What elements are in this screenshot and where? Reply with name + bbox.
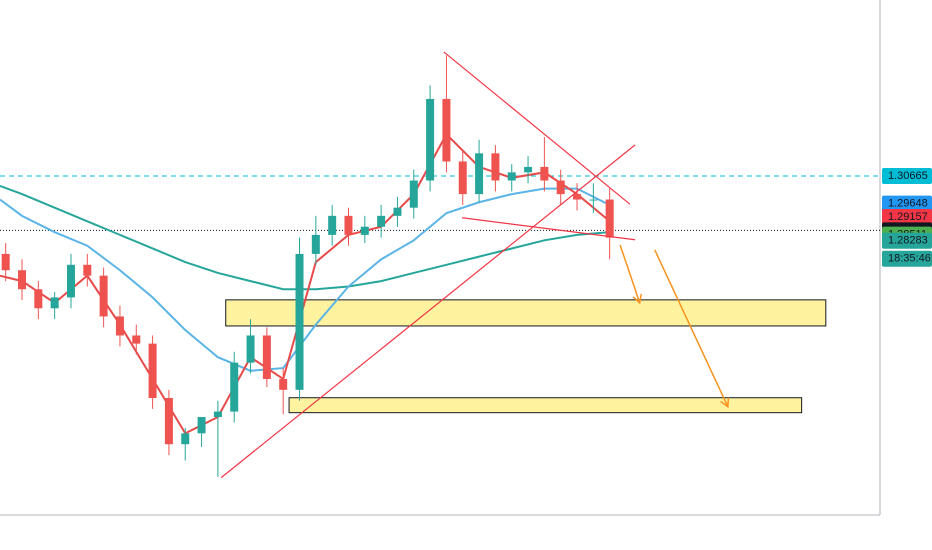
candle-body: [164, 397, 173, 445]
candle-body: [132, 335, 141, 344]
candle-body: [1, 253, 10, 271]
arrow-head: [632, 293, 643, 305]
price-label: 1.29648: [888, 198, 928, 210]
candle-body: [377, 215, 386, 227]
candle-body: [344, 215, 353, 235]
candle-body: [475, 153, 484, 195]
candle-body: [556, 180, 565, 195]
candle-body: [540, 166, 549, 181]
candle-body: [605, 199, 614, 238]
candle-body: [99, 275, 108, 317]
candle-body: [458, 161, 467, 195]
candle-body: [34, 289, 43, 309]
candle-body: [50, 297, 59, 309]
candle-body: [18, 270, 27, 290]
candle-body: [409, 180, 418, 208]
candle-body: [181, 433, 190, 445]
candle-body: [524, 166, 533, 173]
countdown: 18:35:46: [888, 253, 931, 265]
candle-body: [426, 98, 435, 181]
axis: 1.306651.296481.291571.286661.285111.282…: [882, 168, 932, 267]
zone: [225, 299, 827, 327]
candle-body: [589, 199, 598, 201]
candle-body: [83, 264, 92, 276]
candle-body: [230, 362, 239, 412]
candle-body: [393, 207, 402, 216]
candle-body: [213, 411, 222, 418]
plot: [0, 51, 880, 479]
candle-body: [295, 253, 304, 390]
trend-line: [462, 217, 636, 241]
price-label: 1.28283: [888, 235, 928, 247]
candle-body: [573, 194, 582, 200]
trend-line: [220, 144, 636, 479]
candle-body: [66, 264, 75, 298]
candle-body: [197, 417, 206, 434]
countdown-box: [882, 250, 932, 267]
candle-body: [279, 378, 288, 390]
price-label-box: [882, 209, 932, 226]
candle-body: [311, 234, 320, 254]
arrow-head: [720, 397, 730, 409]
arrow: [654, 249, 729, 408]
candle-body: [491, 153, 500, 181]
candle-body: [246, 335, 255, 363]
price-label: 1.29157: [888, 211, 928, 223]
arrow: [619, 244, 641, 304]
candle-body: [148, 343, 157, 398]
zone: [288, 397, 803, 414]
candle-body: [507, 172, 516, 181]
price-label-box: [882, 232, 932, 249]
candle-body: [360, 226, 369, 235]
candle-body: [262, 335, 271, 379]
price-label-box: [882, 195, 932, 212]
candle-body: [115, 316, 124, 336]
candle-body: [328, 215, 337, 235]
candle-body: [442, 98, 451, 162]
price-label: 1.30665: [888, 170, 928, 182]
trend-line: [443, 51, 631, 205]
price-label-box: [882, 168, 932, 185]
